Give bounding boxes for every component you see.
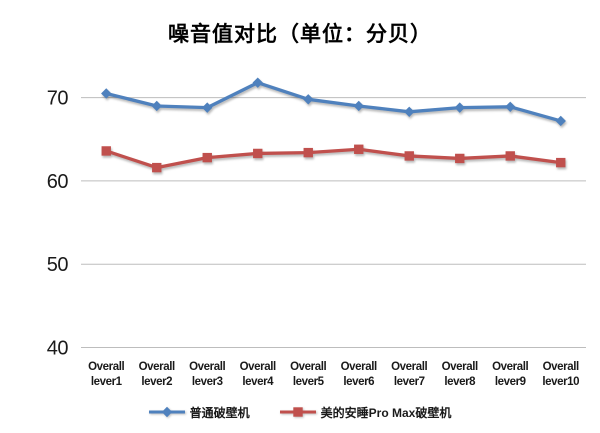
data-point-diamond-marker [555,115,566,127]
y-axis-tick-label: 60 [47,171,69,193]
data-point-square-marker [556,157,566,168]
x-axis-category-label: lever10 [542,376,579,388]
x-axis-category-label: Overall [391,361,427,373]
data-point-diamond-marker [505,101,516,113]
data-point-diamond-marker [303,94,314,105]
series-line [104,81,563,123]
series-ordinary-blender [101,77,566,127]
chart-title: 噪音值对比（单位：分贝） [168,22,432,46]
diamond-marker-icon [161,406,172,418]
x-axis-category-label: Overall [492,361,528,373]
x-axis-category-label: lever4 [242,376,274,388]
data-point-square-marker [303,147,313,158]
series-midea-pro-max-blender [101,144,566,173]
data-point-diamond-marker [353,100,364,112]
x-axis-category-label: lever5 [293,376,325,388]
square-marker-icon [292,407,303,417]
blue-diamond-series-icon [148,406,185,418]
x-axis-category-label: lever1 [91,376,123,388]
x-axis-category-label: Overall [442,361,478,373]
data-point-square-marker [202,152,212,163]
series-line [104,147,563,170]
data-point-diamond-marker [151,100,162,112]
data-point-square-marker [101,146,111,156]
legend-item-midea-pro-max-blender: 美的安睡Pro Max破壁机 [279,404,452,421]
x-axis-category-label: lever3 [192,376,223,388]
data-point-square-marker [505,151,515,161]
data-point-diamond-marker [101,88,112,99]
data-point-square-marker [404,151,414,161]
x-axis-category-label: Overall [88,361,124,373]
chart-legend: 普通破壁机 美的安睡Pro Max破壁机 [0,401,600,423]
data-point-square-marker [354,144,364,154]
x-axis-category-label: Overall [290,361,326,373]
data-point-diamond-marker [202,102,213,113]
y-axis-tick-label: 70 [47,88,69,110]
data-point-diamond-marker [252,77,263,88]
y-axis-tick-label: 50 [47,254,69,276]
x-axis-category-label: Overall [240,361,276,373]
x-axis-category-label: Overall [189,361,225,373]
legend-item-ordinary-blender: 普通破壁机 [148,404,250,421]
x-axis-category-label: lever2 [141,376,172,388]
legend-label-midea-pro-max-blender: 美的安睡Pro Max破壁机 [320,405,452,420]
data-point-square-marker [152,162,162,173]
data-point-diamond-marker [404,106,415,118]
x-axis-category-label: lever7 [394,376,425,388]
legend-label-ordinary-blender: 普通破壁机 [189,405,250,420]
x-axis-category-label: lever6 [343,376,374,388]
x-axis-category-label: Overall [139,361,175,373]
y-axis-tick-label: 40 [47,338,69,360]
x-axis-category-label: Overall [341,361,377,373]
data-point-square-marker [455,153,465,164]
data-point-diamond-marker [454,102,465,113]
x-axis-category-label: Overall [543,361,579,373]
x-axis-category-label: lever8 [444,376,476,388]
x-axis-category-label: lever9 [495,376,526,388]
data-point-square-marker [253,148,263,159]
red-square-series-icon [279,407,316,417]
